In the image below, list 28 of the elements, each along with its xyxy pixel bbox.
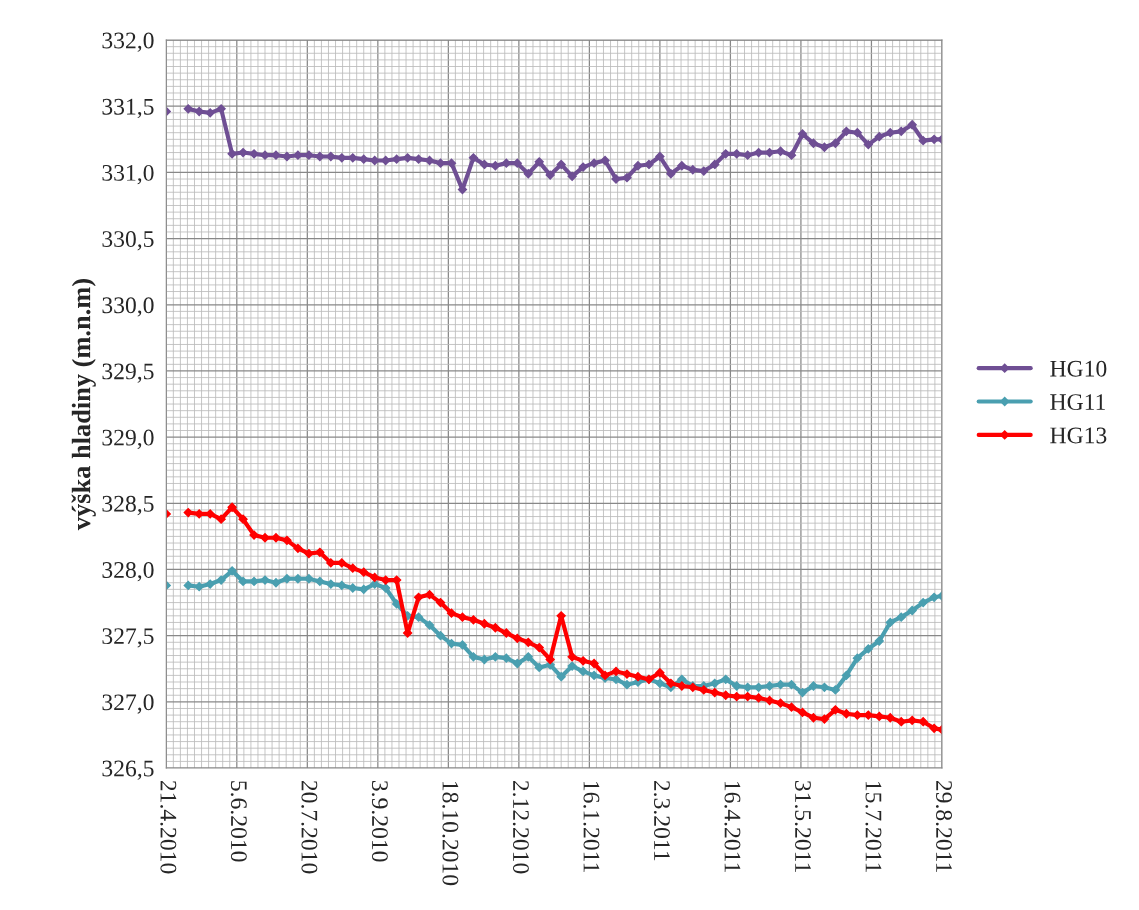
x-tick-label: 29.8.2011 <box>935 780 952 872</box>
y-tick-label: 329,0 <box>102 429 154 449</box>
x-tick-label: 5.6.2010 <box>230 781 247 862</box>
x-tick-label: 21.4.2010 <box>160 780 177 874</box>
y-tick-label: 330,5 <box>102 231 154 251</box>
y-tick-label: 332,0 <box>102 32 154 52</box>
x-tick-label: 31.5.2011 <box>794 780 811 872</box>
x-tick-label: 2.12.2010 <box>512 780 529 874</box>
x-tick-label: 18.10.2010 <box>442 781 459 886</box>
legend-label: HG10 <box>1050 360 1107 377</box>
x-tick-label: 3.9.2010 <box>371 780 388 862</box>
y-tick-label: 328,5 <box>102 495 154 516</box>
y-tick-label: 329,5 <box>102 363 154 383</box>
x-tick-label: 16.4.2011 <box>724 781 741 872</box>
legend-label: HG13 <box>1050 427 1107 444</box>
x-tick-label: 15.7.2011 <box>865 781 882 872</box>
x-tick-label: 20.7.2010 <box>301 780 318 874</box>
y-tick-label: 328,0 <box>102 561 154 582</box>
y-tick-label: 330,0 <box>102 297 154 317</box>
y-tick-label: 331,0 <box>102 164 154 185</box>
x-tick-label: 16.1.2011 <box>583 781 600 872</box>
legend-label: HG11 <box>1050 394 1105 411</box>
y-tick-label: 331,5 <box>102 98 154 119</box>
x-tick-label: 2.3.2011 <box>653 780 670 861</box>
y-tick-label: 327,0 <box>102 694 154 714</box>
y-tick-label: 326,5 <box>102 760 154 780</box>
y-axis-title: výška hladiny (m.n.m) <box>71 279 96 531</box>
y-tick-label: 327,5 <box>102 628 154 648</box>
